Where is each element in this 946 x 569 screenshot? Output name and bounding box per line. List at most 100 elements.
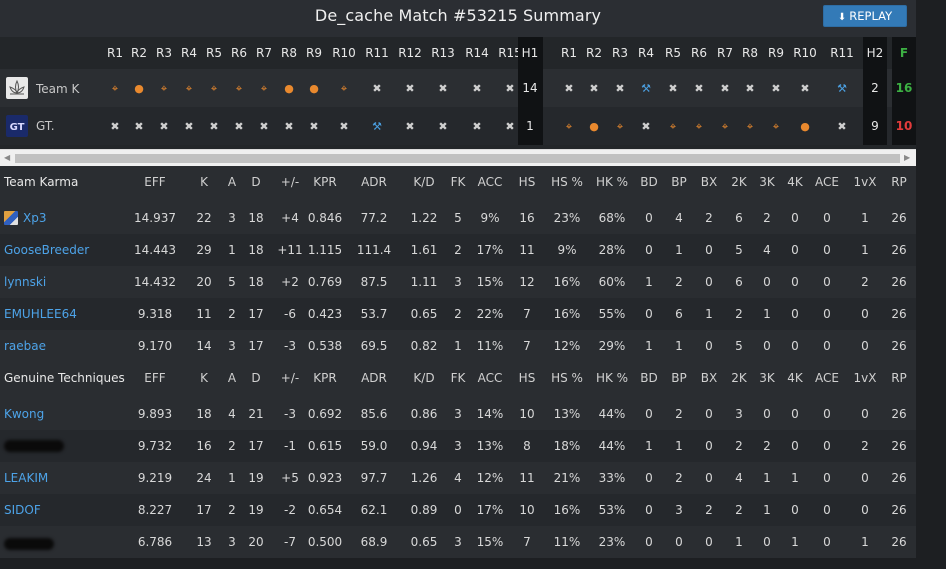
column-header[interactable]: A bbox=[227, 371, 237, 385]
eliminated-icon: ✖ bbox=[745, 81, 755, 95]
stat-value: 2 bbox=[861, 439, 869, 453]
round-result: ✖ bbox=[634, 107, 659, 145]
round-result: ⚒ bbox=[634, 69, 659, 107]
stat-value: 26 bbox=[891, 535, 907, 549]
column-header[interactable]: ACC bbox=[477, 175, 503, 189]
column-header[interactable]: FK bbox=[450, 371, 466, 385]
stat-value: 28% bbox=[598, 243, 626, 257]
column-header[interactable]: 3K bbox=[759, 175, 775, 189]
stat-value: 9.732 bbox=[137, 439, 173, 453]
column-header[interactable]: 2K bbox=[731, 175, 747, 189]
column-header[interactable]: BX bbox=[700, 371, 718, 385]
target-icon: ⌖ bbox=[340, 81, 348, 95]
stat-value: 3 bbox=[454, 439, 462, 453]
player-name-link[interactable]: Xp3 bbox=[4, 202, 134, 234]
column-header[interactable]: D bbox=[251, 175, 261, 189]
stat-value: 0 bbox=[645, 535, 653, 549]
column-header[interactable]: ACC bbox=[477, 371, 503, 385]
column-header[interactable]: BX bbox=[700, 175, 718, 189]
stat-value: 2 bbox=[228, 503, 236, 517]
column-header[interactable]: K/D bbox=[413, 371, 435, 385]
stat-value: 0.538 bbox=[307, 339, 343, 353]
column-header[interactable]: HK % bbox=[595, 371, 629, 385]
column-header[interactable]: HS bbox=[518, 371, 536, 385]
column-header[interactable]: BP bbox=[671, 371, 687, 385]
column-header[interactable]: ACE bbox=[815, 371, 839, 385]
player-name-link[interactable]: lynnski bbox=[4, 266, 134, 298]
scroll-right-icon[interactable]: ▶ bbox=[904, 153, 911, 162]
player-name-link[interactable]: GooseBreeder bbox=[4, 234, 134, 266]
column-header[interactable]: K bbox=[200, 175, 208, 189]
player-name-link[interactable]: EMUHLEE64 bbox=[4, 298, 134, 330]
column-header[interactable]: 1vX bbox=[853, 175, 877, 189]
stat-value: 12% bbox=[553, 339, 581, 353]
column-header[interactable]: K bbox=[200, 371, 208, 385]
round-result: ⌖ bbox=[687, 107, 712, 145]
column-header[interactable]: RP bbox=[891, 371, 907, 385]
column-header[interactable]: BD bbox=[640, 371, 658, 385]
stat-value: 4 bbox=[763, 243, 771, 257]
column-header[interactable]: 1vX bbox=[853, 371, 877, 385]
round-result: ✖ bbox=[252, 107, 277, 145]
column-header[interactable]: KPR bbox=[313, 175, 337, 189]
target-icon: ⌖ bbox=[669, 119, 677, 133]
column-header[interactable]: 4K bbox=[787, 371, 803, 385]
column-header[interactable]: K/D bbox=[413, 175, 435, 189]
round-result: ⌖ bbox=[202, 69, 227, 107]
stat-value: 2 bbox=[763, 211, 771, 225]
column-header[interactable]: HS bbox=[518, 175, 536, 189]
column-header[interactable]: RP bbox=[891, 175, 907, 189]
round-result: ✖ bbox=[152, 107, 177, 145]
column-header[interactable]: HS % bbox=[551, 175, 583, 189]
player-name-link[interactable] bbox=[4, 526, 134, 558]
stat-value: 97.7 bbox=[360, 471, 388, 485]
column-header[interactable]: BD bbox=[640, 175, 658, 189]
column-header[interactable]: +/- bbox=[280, 175, 300, 189]
column-header[interactable]: KPR bbox=[313, 371, 337, 385]
target-icon: ⌖ bbox=[111, 81, 119, 95]
column-header[interactable]: 3K bbox=[759, 371, 775, 385]
column-header[interactable]: 4K bbox=[787, 175, 803, 189]
replay-button[interactable]: ⬇ REPLAY bbox=[823, 5, 907, 27]
column-header[interactable]: +/- bbox=[280, 371, 300, 385]
stat-value: 53.7 bbox=[360, 307, 388, 321]
stat-value: 1 bbox=[675, 243, 683, 257]
column-header[interactable]: FK bbox=[450, 175, 466, 189]
column-header[interactable]: EFF bbox=[144, 175, 166, 189]
column-header[interactable]: A bbox=[227, 175, 237, 189]
column-header[interactable]: HS % bbox=[551, 371, 583, 385]
stat-value: 3 bbox=[454, 275, 462, 289]
column-header[interactable]: BP bbox=[671, 175, 687, 189]
column-header[interactable]: EFF bbox=[144, 371, 166, 385]
column-header[interactable]: 2K bbox=[731, 371, 747, 385]
player-name-link[interactable] bbox=[4, 430, 134, 462]
stat-value: 3 bbox=[454, 535, 462, 549]
player-name-link[interactable]: LEAKIM bbox=[4, 462, 134, 494]
column-header[interactable]: D bbox=[251, 371, 261, 385]
stat-value: 0 bbox=[763, 275, 771, 289]
column-header[interactable]: ACE bbox=[815, 175, 839, 189]
stat-value: -6 bbox=[284, 307, 296, 321]
stat-value: 17% bbox=[476, 503, 504, 517]
player-name-link[interactable]: raebae bbox=[4, 330, 134, 362]
stat-value: 6 bbox=[735, 211, 743, 225]
stat-value: 17 bbox=[248, 339, 264, 353]
player-name-link[interactable]: Kwong bbox=[4, 398, 134, 430]
player-name: raebae bbox=[4, 339, 47, 353]
scrollbar-thumb[interactable] bbox=[15, 154, 900, 163]
horizontal-scrollbar[interactable]: ◀ ▶ bbox=[0, 149, 916, 166]
column-header[interactable]: ADR bbox=[361, 175, 387, 189]
stat-value: 0 bbox=[823, 243, 831, 257]
stat-value: 5 bbox=[735, 243, 743, 257]
stat-value: 1 bbox=[763, 503, 771, 517]
column-header[interactable]: HK % bbox=[595, 175, 629, 189]
round-header: R15 bbox=[498, 46, 522, 60]
column-header[interactable]: ADR bbox=[361, 371, 387, 385]
stat-value: 16% bbox=[553, 503, 581, 517]
scroll-left-icon[interactable]: ◀ bbox=[4, 153, 11, 162]
stat-value: 13% bbox=[476, 439, 504, 453]
stat-value: 3 bbox=[228, 535, 236, 549]
stat-value: 14.432 bbox=[134, 275, 176, 289]
player-name-link[interactable]: SIDOF bbox=[4, 494, 134, 526]
stat-value: 0 bbox=[791, 407, 799, 421]
